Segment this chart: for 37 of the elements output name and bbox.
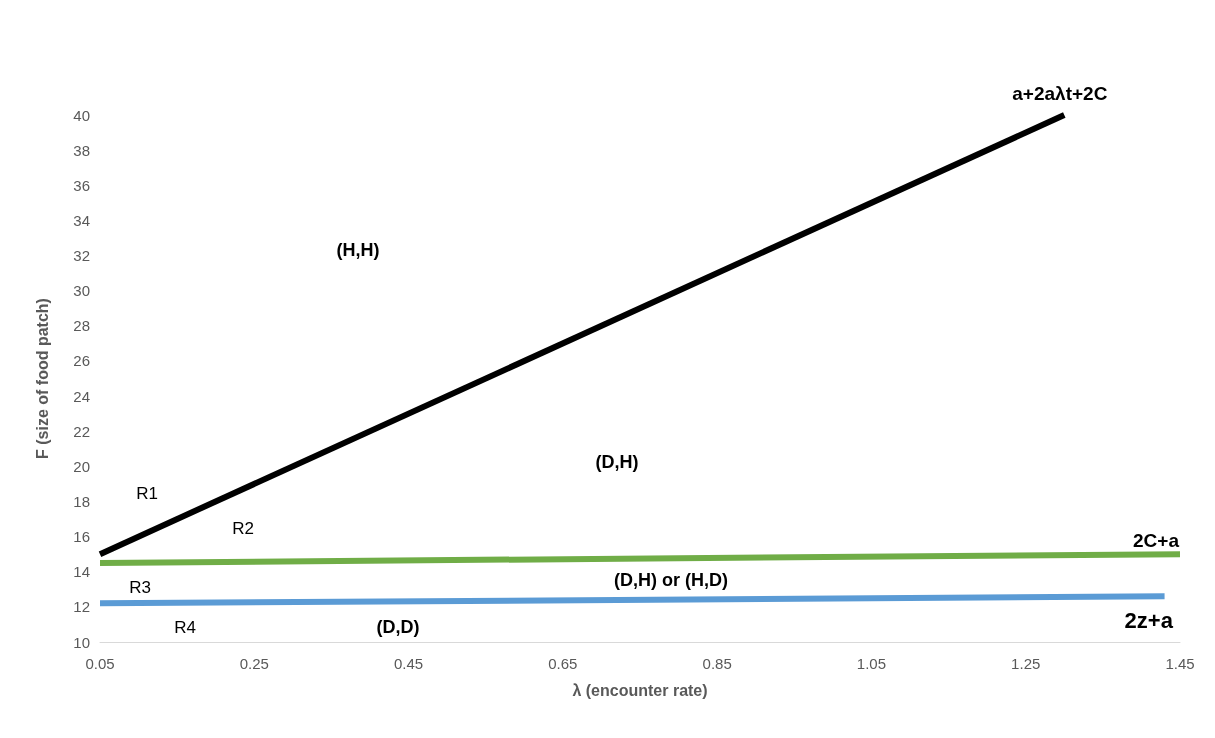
y-tick-label: 26 <box>73 352 90 370</box>
annotation: (H,H) <box>336 240 380 260</box>
x-tick-label: 1.05 <box>856 655 887 672</box>
annotation: R4 <box>174 617 196 637</box>
annotation: R2 <box>232 518 254 538</box>
y-tick-label: 14 <box>73 563 90 581</box>
x-tick-label: 0.45 <box>393 655 424 672</box>
y-tick-label: 22 <box>73 422 90 440</box>
y-tick-label: 18 <box>73 492 90 510</box>
y-tick-label: 24 <box>73 387 90 405</box>
y-tick-label: 20 <box>73 457 90 475</box>
y-tick-label: 38 <box>73 141 90 159</box>
y-tick-label: 12 <box>73 598 90 616</box>
y-tick-label: 40 <box>73 106 90 124</box>
y-tick-label: 36 <box>73 176 90 194</box>
x-tick-label: 0.65 <box>548 655 578 672</box>
y-tick-label: 28 <box>73 317 90 335</box>
y-tick-label: 34 <box>73 211 90 229</box>
y-tick-label: 32 <box>73 247 90 265</box>
y-tick-label: 16 <box>73 528 90 546</box>
annotation: R3 <box>129 577 151 597</box>
y-tick-label: 10 <box>73 633 90 651</box>
annotation: (D,H) or (H,D) <box>614 570 728 590</box>
x-tick-label: 0.85 <box>702 655 732 672</box>
x-tick-label: 1.45 <box>1165 655 1195 672</box>
x-tick-label: 0.05 <box>85 655 115 672</box>
series-label: a+2aλt+2C <box>1012 82 1108 104</box>
x-tick-label: 1.25 <box>1011 655 1041 672</box>
series-label: 2C+a <box>1133 529 1180 551</box>
y-tick-label: 30 <box>73 282 90 300</box>
annotation: R1 <box>136 483 158 503</box>
x-tick-label: 0.25 <box>239 655 269 672</box>
annotation: (D,D) <box>376 617 420 637</box>
x-axis-title: λ (encounter rate) <box>572 681 708 699</box>
y-axis-title: F (size of food patch) <box>33 298 51 459</box>
annotation: (D,H) <box>595 452 639 472</box>
series-label: 2z+a <box>1124 607 1174 633</box>
